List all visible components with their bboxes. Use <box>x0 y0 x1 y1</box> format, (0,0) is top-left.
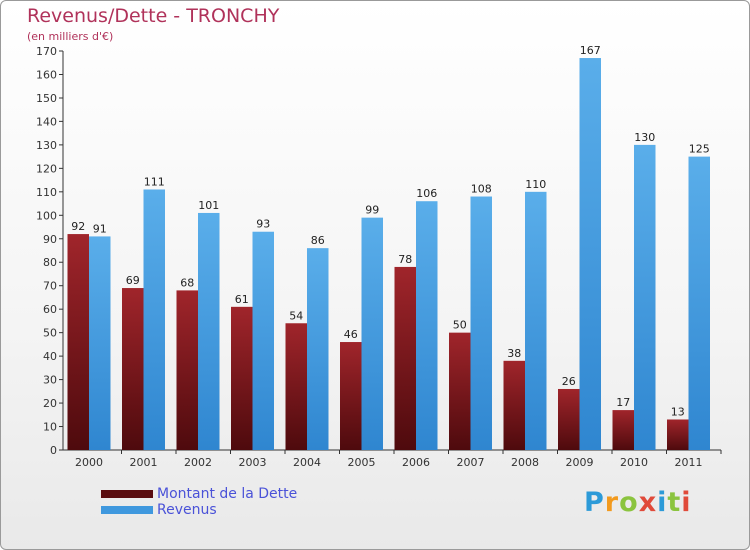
bar-dette <box>667 419 689 450</box>
data-label-revenus: 106 <box>416 187 437 200</box>
bar-dette <box>176 290 198 450</box>
data-label-revenus: 91 <box>93 222 107 235</box>
bar-revenus <box>143 189 165 450</box>
data-label-dette: 26 <box>562 375 576 388</box>
x-tick-label: 2001 <box>130 456 158 469</box>
data-label-revenus: 99 <box>365 204 379 217</box>
data-label-dette: 69 <box>126 274 140 287</box>
data-label-revenus: 167 <box>580 44 601 57</box>
y-tick-label: 70 <box>43 280 57 293</box>
y-tick-label: 120 <box>36 162 57 175</box>
data-label-dette: 13 <box>671 405 685 418</box>
legend-label-revenus: Revenus <box>157 502 217 518</box>
bar-revenus <box>361 217 383 450</box>
bar-revenus <box>89 236 111 450</box>
y-tick-label: 30 <box>43 374 57 387</box>
data-label-dette: 17 <box>616 396 630 409</box>
chart-title: Revenus/Dette - TRONCHY <box>27 5 280 27</box>
proxiti-logo: Proxiti <box>584 487 692 518</box>
x-tick-label: 2008 <box>511 456 539 469</box>
chart-axes: 0 10 20 30 40 50 60 70 80 90 100 110 120 130 140 150 160… <box>36 45 722 469</box>
x-tick-label: 2010 <box>620 456 648 469</box>
data-label-revenus: 111 <box>144 175 165 188</box>
data-label-dette: 38 <box>507 347 521 360</box>
data-label-dette: 68 <box>180 276 194 289</box>
y-tick-label: 50 <box>43 327 57 340</box>
x-tick-label: 2007 <box>457 456 485 469</box>
y-tick-label: 0 <box>50 444 57 457</box>
bar-revenus <box>525 191 547 450</box>
y-tick-label: 90 <box>43 233 57 246</box>
x-tick-label: 2011 <box>675 456 703 469</box>
bar-dette <box>122 288 144 450</box>
x-tick-label: 2005 <box>348 456 376 469</box>
bar-revenus <box>416 201 438 450</box>
bar-revenus <box>634 144 656 450</box>
data-label-revenus: 130 <box>634 131 655 144</box>
y-tick-label: 160 <box>36 68 57 81</box>
bar-revenus <box>252 231 274 450</box>
data-label-revenus: 108 <box>471 183 492 196</box>
y-tick-label: 140 <box>36 115 57 128</box>
bar-dette <box>340 342 362 450</box>
bar-dette <box>449 332 471 450</box>
chart-bars <box>67 58 710 451</box>
data-label-revenus: 93 <box>256 218 270 231</box>
data-label-dette: 78 <box>398 253 412 266</box>
data-label-dette: 50 <box>453 319 467 332</box>
bar-dette <box>558 388 580 450</box>
bar-revenus <box>198 212 220 450</box>
bar-dette <box>285 323 307 450</box>
y-tick-label: 20 <box>43 397 57 410</box>
x-tick-label: 2002 <box>184 456 212 469</box>
bar-revenus <box>688 156 710 450</box>
x-tick-label: 2004 <box>293 456 321 469</box>
legend-swatch-revenus <box>101 506 153 514</box>
y-tick-label: 100 <box>36 209 57 222</box>
x-tick-label: 2006 <box>402 456 430 469</box>
y-tick-label: 40 <box>43 350 57 363</box>
x-tick-label: 2009 <box>566 456 594 469</box>
bar-dette <box>394 266 416 450</box>
bar-revenus <box>579 58 601 451</box>
legend-label-debt: Montant de la Dette <box>157 486 298 502</box>
y-tick-label: 110 <box>36 186 57 199</box>
bar-revenus <box>307 248 329 450</box>
data-label-dette: 54 <box>289 309 303 322</box>
y-tick-label: 150 <box>36 92 57 105</box>
y-tick-label: 130 <box>36 139 57 152</box>
x-tick-label: 2000 <box>75 456 103 469</box>
bar-dette <box>67 234 89 450</box>
y-tick-label: 60 <box>43 303 57 316</box>
y-tick-label: 80 <box>43 256 57 269</box>
chart-data-labels: 92 91 69 111 68 101 61 93 54 86 46 99 78 106 50 108 38 11… <box>71 44 710 418</box>
data-label-dette: 92 <box>71 220 85 233</box>
bar-dette <box>612 410 634 450</box>
bar-dette <box>231 306 253 450</box>
data-label-dette: 46 <box>344 328 358 341</box>
data-label-dette: 61 <box>235 293 249 306</box>
bar-revenus <box>470 196 492 450</box>
y-tick-label: 170 <box>36 45 57 58</box>
chart-subtitle: (en milliers d'€) <box>27 30 114 43</box>
bar-dette <box>503 360 525 450</box>
data-label-revenus: 110 <box>525 178 546 191</box>
data-label-revenus: 86 <box>311 234 325 247</box>
x-tick-label: 2003 <box>239 456 267 469</box>
y-tick-label: 10 <box>43 421 57 434</box>
data-label-revenus: 101 <box>198 199 219 212</box>
data-label-revenus: 125 <box>689 143 710 156</box>
legend-swatch-debt <box>101 490 153 498</box>
